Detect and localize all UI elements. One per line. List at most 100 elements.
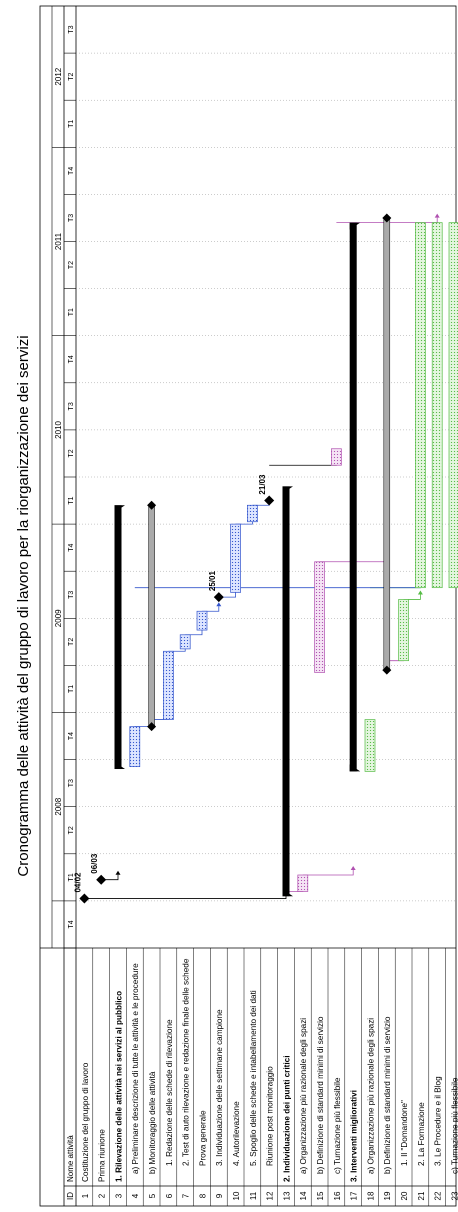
row-id: 20 — [400, 1191, 409, 1200]
row-name: b) Definizione di standard minimi di ser… — [316, 1016, 325, 1174]
quarter-label: T1 — [68, 308, 75, 316]
link-arrow — [434, 213, 440, 218]
quarter-label: T2 — [68, 72, 75, 80]
quarter-label: T1 — [68, 496, 75, 504]
row-name: 1. Il "Domandone" — [400, 1100, 409, 1166]
row-name: Prima riunione — [98, 1129, 107, 1182]
dependency-link — [202, 606, 220, 612]
milestone-marker — [213, 592, 224, 603]
milestone-marker — [264, 495, 275, 506]
year-label: 2011 — [54, 232, 63, 250]
task-bar — [415, 222, 426, 589]
rollup-bar — [148, 505, 155, 727]
year-label: 2008 — [54, 797, 63, 815]
row-id: 23 — [450, 1191, 458, 1200]
quarter-label: T4 — [68, 732, 75, 740]
quarter-label: T1 — [68, 120, 75, 128]
summary-start-cap — [349, 764, 361, 772]
task-table: 1 Costituzione del gruppo di lavoro 2 Prima… — [81, 948, 458, 1206]
row-id: 9 — [215, 1193, 224, 1198]
quarter-label: T3 — [68, 591, 75, 599]
task-bar — [364, 719, 376, 772]
task-bar — [314, 561, 325, 673]
row-id: 10 — [232, 1191, 241, 1200]
row-id: 14 — [299, 1191, 308, 1200]
row-name: 1. Redazione delle schede di rilevazione — [165, 1019, 174, 1166]
summary-bar — [349, 222, 357, 772]
quarter-label: T4 — [68, 355, 75, 363]
row-id: 15 — [316, 1191, 325, 1200]
row-id: 5 — [148, 1193, 157, 1198]
link-arrow — [115, 870, 121, 875]
dependency-link — [403, 594, 421, 600]
task-bar — [129, 726, 141, 768]
row-id: 17 — [350, 1191, 359, 1200]
summary-end-cap — [349, 222, 361, 230]
row-name: 2. Individuazione dei punti critici — [282, 1056, 291, 1182]
summary-end-cap — [282, 486, 293, 494]
row-name: b) Monitoraggio delle attività — [148, 1071, 157, 1174]
task-bar — [448, 222, 458, 589]
dependency-link — [185, 629, 203, 636]
row-id: 4 — [131, 1193, 140, 1198]
quarter-label: T2 — [68, 826, 75, 834]
quarter-label: T2 — [68, 638, 75, 646]
task-bar — [230, 523, 241, 593]
row-id: 13 — [282, 1191, 291, 1200]
rollup-start-diamond — [147, 722, 157, 732]
rollup-end-diamond — [147, 500, 157, 510]
milestone-date-label: 06/03 — [90, 853, 99, 874]
row-id: 6 — [165, 1193, 174, 1198]
milestone-date-label: 21/03 — [258, 474, 267, 495]
row-id: 8 — [198, 1193, 207, 1198]
link-arrow — [350, 865, 356, 870]
rollup-bar — [383, 217, 391, 671]
summary-bar — [114, 505, 122, 770]
quarter-label: T2 — [68, 261, 75, 269]
row-name: 1. Rilevazione delle attività nei serviz… — [114, 991, 123, 1182]
quarter-label: T3 — [68, 402, 75, 410]
link-arrow — [216, 602, 222, 607]
quarter-label: T1 — [68, 873, 75, 881]
timeline-quarters: T4 T1 T2 T3 T4 T1 T2 T3 T4 T1 T2 T3 T4 T1 T2 T3 T4 T1 T2 T3 — [64, 25, 76, 949]
row-name: 5. Spoglio delle schede e intabellamento… — [249, 990, 258, 1166]
row-name: 2. La Formazione — [417, 1102, 426, 1166]
milestone-date-label: 25/01 — [208, 571, 217, 592]
row-name: a) Organizzazione più razionale degli sp… — [366, 1018, 375, 1174]
task-bars: 04/02 06/03 25/01 21/03 — [73, 213, 458, 904]
quarter-label: T3 — [68, 779, 75, 787]
year-label: 2010 — [54, 420, 63, 438]
milestone-date-label: 04/02 — [73, 872, 82, 893]
row-id: 21 — [417, 1191, 426, 1200]
task-bar — [331, 448, 342, 466]
year-label: 2009 — [54, 609, 63, 627]
summary-start-cap — [282, 889, 293, 897]
summary-bar — [282, 486, 290, 897]
name-header: Nome attività — [66, 1135, 75, 1182]
year-label: 2012 — [54, 67, 63, 85]
row-id: 7 — [182, 1193, 191, 1198]
task-bar — [247, 504, 258, 523]
row-id: 3 — [114, 1193, 123, 1198]
quarter-label: T1 — [68, 685, 75, 693]
dependency-link — [101, 874, 119, 881]
rollup-start-diamond — [382, 665, 392, 675]
row-name: Prova generale — [198, 1110, 207, 1166]
row-id: 12 — [266, 1191, 275, 1200]
dependency-link — [218, 592, 237, 598]
quarter-label: T3 — [68, 214, 75, 222]
row-name: 4. Autorilevazione — [232, 1101, 241, 1166]
rollup-end-diamond — [382, 213, 392, 223]
task-bar — [163, 650, 174, 720]
summary-start-cap — [114, 762, 125, 770]
task-bar — [431, 222, 443, 589]
summary-end-cap — [114, 505, 125, 513]
quarter-label: T4 — [68, 920, 75, 928]
quarter-label: T4 — [68, 543, 75, 551]
row-name: c) Turnazione più flessibile — [450, 1077, 458, 1174]
row-id: 16 — [333, 1191, 342, 1200]
row-name: Costituzione del gruppo di lavoro — [81, 1062, 90, 1182]
quarter-label: T4 — [68, 167, 75, 175]
row-name: a) Organizzazione più razionale degli sp… — [299, 1018, 308, 1174]
